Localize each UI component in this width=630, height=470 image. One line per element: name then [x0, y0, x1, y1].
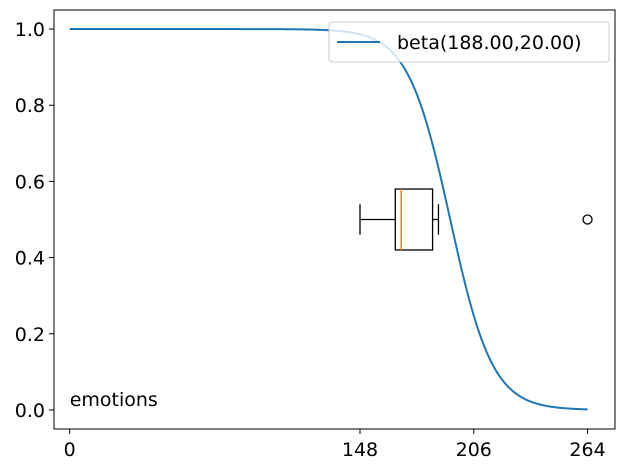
boxplot-box	[394, 188, 434, 251]
y-tick-label: 1.0	[15, 19, 45, 41]
y-tick-label: 0.4	[15, 248, 45, 270]
y-tick-label: 0.2	[15, 324, 45, 346]
axis-ticks: 0 148 206 264 0.0 0.2 0.4 0.6 0.8 1.0	[15, 19, 606, 461]
y-tick-label: 0.6	[15, 171, 45, 193]
legend-label: beta(188.00,20.00)	[397, 32, 582, 54]
annotation-text: emotions	[70, 389, 158, 411]
axes-frame	[53, 9, 616, 430]
x-tick-label: 148	[342, 439, 378, 461]
y-tick-label: 0.8	[15, 95, 45, 117]
y-tick-label: 0.0	[15, 400, 45, 422]
x-tick-label: 0	[64, 439, 76, 461]
x-tick-label: 264	[569, 439, 605, 461]
boxplot-outlier	[582, 214, 593, 225]
legend: beta(188.00,20.00)	[328, 21, 610, 63]
legend-box	[328, 21, 610, 63]
x-tick-label: 206	[456, 439, 492, 461]
